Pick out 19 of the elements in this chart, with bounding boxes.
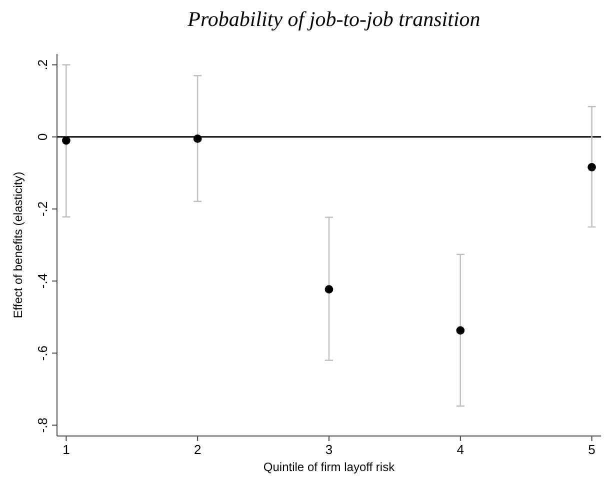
chart-title: Probability of job-to-job transition [186,7,480,31]
y-tick-label: -.8 [35,418,50,433]
y-tick-label: -.2 [35,201,50,217]
y-axis-title: Effect of benefits (elasticity) [11,172,25,318]
x-tick-label: 5 [588,442,596,457]
y-tick-label: -.6 [35,346,50,361]
y-tick-label: -.4 [35,273,50,289]
point [193,134,202,143]
y-tick-label: 0 [35,133,50,141]
x-axis-title: Quintile of firm layoff risk [263,460,396,474]
x-tick-label: 4 [456,442,464,457]
point [588,162,596,172]
x-tick-label: 3 [325,442,333,457]
x-tick-label: 2 [194,442,202,457]
x-tick-label: 1 [62,442,70,457]
point [62,136,70,145]
point [324,285,334,294]
y-tick-label: .2 [35,59,50,70]
point [456,326,465,335]
